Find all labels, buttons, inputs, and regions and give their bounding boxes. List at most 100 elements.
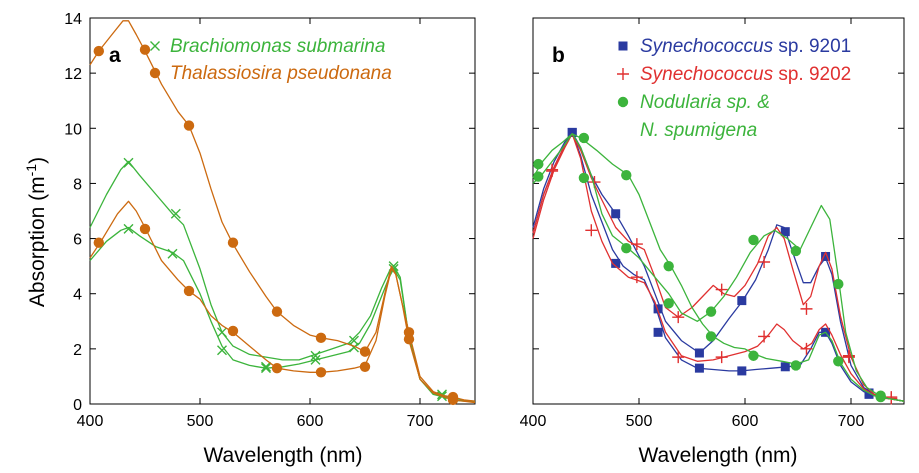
panel-b-frame	[532, 17, 905, 405]
data-point-marker	[715, 351, 728, 364]
series-line	[532, 133, 905, 402]
legend-label: Brachiomonas submarina	[170, 36, 385, 57]
data-point-marker	[758, 330, 771, 343]
series-line	[532, 133, 905, 402]
data-point-marker	[447, 394, 459, 406]
data-point-marker	[672, 311, 685, 324]
legend-label-italic: Synechococcus	[640, 36, 774, 57]
legend-label-plain: sp. 9202	[773, 64, 851, 85]
data-point-marker	[217, 327, 227, 338]
data-point-marker	[885, 391, 898, 404]
data-point-marker	[833, 278, 844, 290]
data-point-marker	[737, 366, 747, 376]
x-tick-label: 600	[732, 413, 759, 430]
data-point-marker	[578, 172, 590, 184]
data-point-marker	[715, 283, 728, 296]
y-axis-label: Absorption (m-1)	[23, 157, 49, 307]
data-point-marker	[653, 327, 663, 337]
series-b-2	[532, 133, 905, 405]
legend-marker	[150, 41, 160, 51]
data-point-marker	[261, 363, 271, 374]
data-point-marker	[578, 132, 590, 144]
panel-b-ticks: 400 500 600 700	[520, 17, 904, 430]
panel-a-legend: Brachiomonas submarina Thalassiosira pseu…	[149, 36, 392, 84]
legend-label-line2: N. spumigena	[640, 120, 757, 141]
data-point-marker	[315, 332, 327, 344]
data-point-marker	[170, 208, 181, 219]
y-tick-label: 14	[64, 11, 82, 28]
x-tick-label: 600	[297, 413, 324, 430]
y-axis-label-main: Absorption (m	[26, 176, 49, 307]
data-point-marker	[359, 346, 371, 357]
data-point-marker	[705, 306, 717, 317]
y-axis-label-close: )	[26, 157, 49, 164]
data-point-marker	[546, 163, 559, 176]
data-point-marker	[310, 354, 321, 365]
panel-b: 400 500 600 700 b Synechococcus sp. 9201Syn…	[520, 17, 905, 467]
data-point-marker	[737, 296, 747, 306]
data-point-marker	[567, 127, 577, 137]
y-axis-label-superscript: -1	[23, 164, 39, 177]
data-point-marker	[653, 304, 663, 314]
data-point-marker	[694, 363, 704, 373]
y-tick-label: 0	[73, 397, 82, 414]
data-point-marker	[271, 362, 283, 374]
data-point-marker	[359, 361, 371, 372]
series-line	[89, 226, 476, 403]
data-point-marker	[663, 298, 674, 309]
y-tick-label: 10	[64, 121, 82, 138]
x-tick-label: 500	[626, 413, 653, 430]
data-point-marker	[533, 171, 544, 182]
data-point-marker	[183, 120, 195, 131]
x-tick-label: 700	[838, 413, 865, 430]
data-point-marker	[227, 325, 239, 337]
data-point-marker	[315, 367, 327, 378]
panel-b-letter: b	[552, 44, 565, 67]
data-point-marker	[227, 237, 239, 248]
legend-label: Thalassiosira pseudonana	[170, 63, 392, 84]
data-point-marker	[611, 258, 621, 268]
legend-label: Synechococcus sp. 9201	[640, 36, 851, 57]
x-tick-label: 400	[77, 413, 104, 430]
legend-label-plain: sp. 9201	[773, 36, 851, 57]
panel-a-letter: a	[109, 44, 121, 67]
data-point-marker	[123, 157, 134, 168]
panel-a-x-axis-label: Wavelength (nm)	[203, 444, 362, 467]
legend-label: Nodularia sp. &	[640, 92, 770, 113]
panel-b-series	[532, 127, 905, 405]
panel-a-ticks: 400 500 600 700 0 2 4 6 8 10 12 14	[64, 11, 475, 430]
panel-a: 400 500 600 700 0 2 4 6 8 10 12 14 a Brachiomonas s…	[64, 11, 476, 467]
data-point-marker	[585, 224, 598, 237]
x-tick-label: 700	[407, 413, 434, 430]
legend-marker	[617, 68, 629, 80]
data-point-marker	[800, 342, 813, 355]
data-point-marker	[533, 158, 544, 170]
data-point-marker	[875, 390, 886, 401]
data-point-marker	[93, 45, 105, 57]
data-point-marker	[403, 334, 415, 345]
series-line	[532, 133, 905, 402]
data-point-marker	[621, 243, 632, 254]
data-point-marker	[271, 306, 283, 317]
data-point-marker	[821, 251, 831, 261]
y-tick-label: 2	[73, 342, 82, 359]
y-tick-label: 8	[73, 176, 82, 193]
x-tick-label: 500	[187, 413, 214, 430]
data-point-marker	[139, 223, 151, 235]
data-point-marker	[758, 256, 771, 269]
data-point-marker	[748, 350, 759, 361]
series-b-3	[532, 133, 905, 404]
y-tick-label: 4	[73, 287, 82, 304]
legend-label: Synechococcus sp. 9202	[640, 64, 851, 85]
data-point-marker	[780, 227, 790, 237]
data-point-marker	[790, 245, 802, 257]
panel-a-frame	[89, 17, 476, 405]
data-point-marker	[672, 351, 685, 364]
data-point-marker	[705, 331, 717, 342]
series-b-5	[532, 133, 905, 402]
x-tick-label: 400	[520, 413, 547, 430]
data-point-marker	[611, 209, 621, 219]
data-point-marker	[663, 260, 674, 272]
legend-marker	[618, 41, 628, 51]
